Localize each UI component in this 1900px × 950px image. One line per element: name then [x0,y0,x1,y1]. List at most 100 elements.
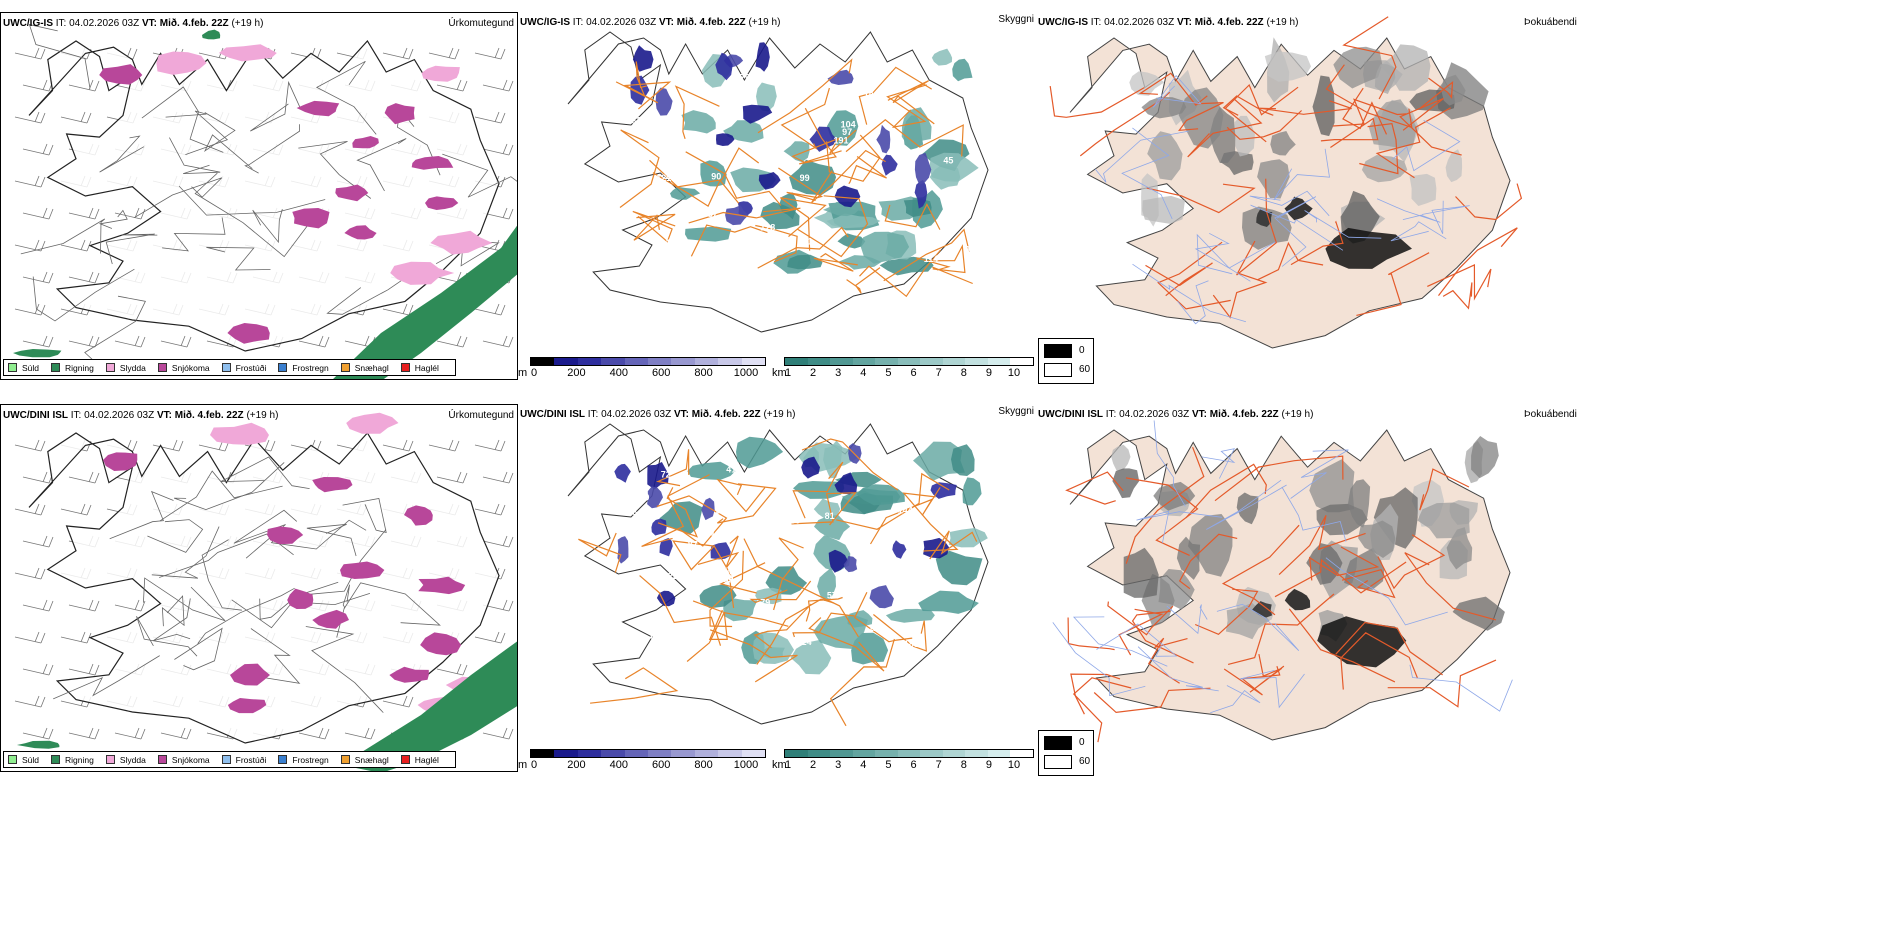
road-line [1147,637,1188,684]
visibility-colorbar-tick: 6 [910,367,917,379]
low-visibility-area [851,632,889,665]
legend-swatch [51,363,61,372]
snow-area [227,323,270,344]
legend-label: Rigning [65,754,94,765]
visibility-value-label: 80 [723,573,733,583]
snow-area [411,156,454,170]
precip-type-label-bottom: Úrkomutegund [448,410,514,421]
visibility-value-label: 70 [939,627,949,637]
legend-item-frostregn: Frostregn [278,755,329,765]
road-line [1072,677,1132,743]
low-visibility-area [681,110,716,134]
visibility-value-label: 125 [868,623,883,633]
visibility-label-bottom: Skyggni [998,406,1034,417]
wind-barb [68,663,100,676]
visibility-value-label: 58 [964,83,974,93]
road-line [578,532,622,573]
road-line [1455,183,1523,221]
fog-shading-area [1123,547,1159,598]
visibility-colorbar-bottom: km 1 2 3 4 5 6 7 8 9 10 [772,749,1036,772]
colorbar-swatch [852,358,876,365]
road-line [1325,64,1413,129]
sleet-area [390,261,455,285]
snow-area [344,225,377,240]
legend-item-slydda: Slydda [105,362,146,373]
fog-shading-area [1234,115,1255,157]
fog-shading-area [1358,520,1396,558]
high-terrain-area [930,482,957,499]
visibility-value-label: 144 [898,506,913,516]
sleet-area [156,51,207,75]
river-line [1216,603,1300,651]
high-terrain-area [701,497,715,521]
snow-area [384,103,415,125]
fog-shading-area [1361,155,1408,183]
colorbar-swatch [648,358,672,365]
low-visibility-area [948,528,988,548]
road-line [201,539,242,611]
colorbar-swatch [671,750,695,757]
visibility-colorbar-tick: 9 [985,367,992,379]
elevation-colorbar-unit: m [518,367,528,379]
legend-label: Snæhagl [354,754,389,765]
road-line [99,135,145,173]
fog-map-top [1049,16,1523,349]
river-line [1249,190,1330,217]
snow-area [312,609,349,629]
road-line [846,267,881,294]
snow-area [418,576,466,595]
legend-swatch [340,363,350,372]
visibility-map-top: 87 67 90 81 79 157 97 129 121 58 99 51 114 45 109 104 91… [567,31,989,333]
high-terrain-area [914,152,932,185]
river-line [1206,479,1287,530]
visibility-value-label: 104 [841,120,856,130]
road-line [1226,110,1303,140]
wind-barb [298,727,330,740]
road-line [652,172,740,207]
road-line [1125,446,1205,564]
river-line [1096,623,1178,657]
high-terrain-area [834,185,861,208]
road-line [220,456,310,489]
river-line [1281,486,1347,542]
colorbar-swatch [785,358,808,365]
road-line [619,129,660,208]
road-line [1079,91,1171,157]
road-line [709,629,798,683]
visibility-title-bottom: UWC/DINI ISL IT: 04.02.2026 03Z VT: Mið.… [520,409,796,420]
road-line [1377,534,1446,590]
wind-barb [68,471,100,484]
visibility-value-label: 89 [966,228,976,238]
precip-title-bottom: UWC/DINI ISL IT: 04.02.2026 03Z VT: Mið.… [3,410,279,421]
wind-barb [22,727,54,740]
road-line [1178,102,1224,132]
low-visibility-area [929,152,979,182]
colorbar-swatch [648,750,672,757]
legend-item-snjókoma: Snjókoma [157,363,210,373]
river-line [1196,233,1276,275]
rain-area [333,225,517,379]
legend-label: Slydda [119,362,146,373]
legend-item-snæhagl: Snæhagl [340,363,389,373]
colorbar-swatch [807,358,831,365]
colorbar-swatch [965,358,988,365]
high-terrain-area [742,104,773,124]
visibility-value-label: 222 [668,571,683,581]
legend-swatch [221,755,231,764]
colorbar-swatch [875,358,898,365]
river-line [1152,74,1202,108]
road-line [1341,568,1396,599]
wind-barb [22,79,54,92]
road-line [883,228,970,282]
colorbar-swatch [875,750,898,757]
snow-area [103,452,138,471]
fog-shading-area [1129,71,1165,96]
road-line [1308,546,1380,581]
wind-barb [68,599,100,612]
visibility-value-label: 45 [943,156,953,166]
fog-key-top: 0 60 [1038,338,1094,384]
low-visibility-area [885,608,935,623]
road-line [1194,588,1259,636]
road-line [590,667,679,704]
road-line [716,478,766,513]
